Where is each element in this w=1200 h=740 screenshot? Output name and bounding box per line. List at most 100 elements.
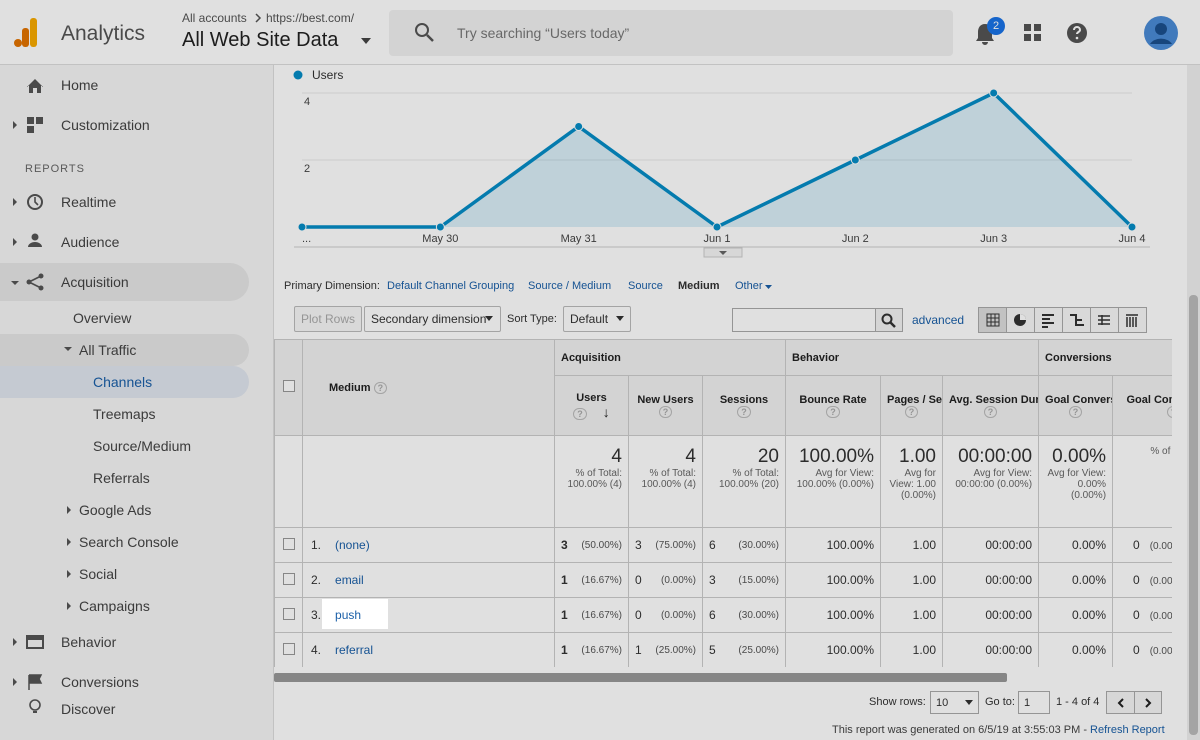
dropdown-arrow (485, 316, 493, 322)
cell-percent: (16.67%) (581, 575, 622, 586)
pager[interactable] (1106, 691, 1162, 714)
nav-item[interactable]: Customization (61, 115, 150, 135)
nav-item[interactable]: Audience (61, 232, 119, 252)
checkbox[interactable] (283, 538, 295, 550)
apps-icon[interactable] (1024, 24, 1042, 42)
total-sub: Avg for View: 0.00% (0.00%) (1045, 468, 1106, 501)
nav-item[interactable]: Behavior (61, 632, 116, 652)
cell-percent: (16.67%) (581, 645, 622, 656)
total-value: 100.00% (792, 446, 874, 468)
total-value: 20 (709, 446, 779, 468)
nav-item[interactable]: Realtime (61, 192, 116, 212)
avatar[interactable] (1144, 16, 1178, 50)
nav-item[interactable]: Home (61, 75, 98, 95)
medium-link[interactable]: referral (323, 636, 387, 664)
nav-item[interactable]: Referrals (93, 468, 150, 488)
cell-value: 1.00 (913, 573, 936, 587)
medium-link[interactable]: push (323, 601, 375, 629)
checkbox[interactable] (283, 643, 295, 655)
breadcrumb[interactable]: All accounts (182, 11, 247, 25)
help-icon: ? (573, 408, 587, 420)
page-range: 1 - 4 of 4 (1056, 696, 1099, 708)
dropdown-arrow (616, 316, 624, 322)
cell-value: 6 (709, 538, 716, 552)
checkbox[interactable] (283, 573, 295, 585)
column-header[interactable]: Bounce Rate (792, 394, 874, 406)
cell-value: 0 (635, 573, 642, 587)
filter-input[interactable] (732, 308, 876, 332)
cell-value: 0 (1133, 538, 1140, 552)
cell-percent: (75.00%) (655, 540, 696, 551)
view-toggles[interactable] (978, 307, 1148, 333)
medium-link[interactable]: (none) (323, 531, 384, 559)
column-header[interactable]: New Users (635, 394, 696, 406)
cell-value: 0 (1133, 573, 1140, 587)
nav-item[interactable]: Channels (93, 372, 152, 392)
cell-value: 0 (1133, 608, 1140, 622)
filter-search-button[interactable] (875, 308, 903, 332)
view-selector[interactable]: All Web Site Data (182, 29, 338, 52)
help-icon: ? (1167, 406, 1172, 418)
dimension-link[interactable]: Source (628, 280, 663, 292)
search-icon (414, 22, 436, 44)
horizontal-scroll[interactable] (274, 673, 1007, 682)
cell-percent: (0.00%) (1150, 576, 1172, 587)
logo (14, 18, 44, 48)
secondary-dimension[interactable]: Secondary dimension (364, 306, 501, 332)
nav-item[interactable]: Discover (61, 699, 115, 719)
dimension-link[interactable]: Default Channel Grouping (387, 280, 514, 292)
nav-item[interactable]: Overview (73, 308, 131, 328)
cell-value: 0.00% (1072, 608, 1106, 622)
goto-input[interactable]: 1 (1018, 691, 1050, 714)
dropdown-arrow (764, 284, 773, 290)
refresh-link[interactable]: Refresh Report (1090, 724, 1165, 736)
nav-item[interactable]: Conversions (61, 672, 139, 692)
cell-percent: (25.00%) (738, 645, 779, 656)
checkbox[interactable] (283, 380, 295, 392)
column-header[interactable]: Goal Completions (1119, 394, 1172, 406)
column-header[interactable]: Goal Conversion Rate (1045, 394, 1106, 406)
nav-item[interactable]: Social (79, 564, 117, 584)
scroll-thumb[interactable] (1189, 295, 1198, 735)
total-sub: % of Total: 100.00% (4) (561, 468, 622, 490)
total-sub: Avg for View: 00:00:00 (0.00%) (949, 468, 1032, 490)
dimension-link[interactable]: Source / Medium (528, 280, 611, 292)
product-name: Analytics (61, 22, 145, 46)
nav-item[interactable]: Treemaps (93, 404, 156, 424)
help-icon[interactable] (1066, 22, 1088, 44)
cell-percent: (16.67%) (581, 610, 622, 621)
nav-item[interactable]: Acquisition (61, 272, 129, 292)
column-header[interactable]: Avg. Session Duration (949, 394, 1032, 406)
cell-percent: (0.00%) (1150, 646, 1172, 657)
x-tick-label: Jun 3 (980, 233, 1007, 245)
advanced-link[interactable]: advanced (912, 313, 964, 327)
dropdown-arrow (965, 700, 973, 706)
column-header[interactable]: Pages / Session (887, 394, 936, 406)
cell-value: 3 (709, 573, 716, 587)
dimension-link[interactable]: Other (735, 280, 763, 292)
total-value: 1.00 (887, 446, 936, 468)
dimension-active[interactable]: Medium (678, 280, 720, 292)
nav-item[interactable]: Source/Medium (93, 436, 191, 456)
help-icon: ? (659, 406, 673, 418)
nav-item[interactable]: All Traffic (79, 340, 136, 360)
point (436, 223, 444, 231)
column-header[interactable]: Sessions (709, 394, 779, 406)
nav-item[interactable]: Campaigns (79, 596, 150, 616)
help-icon: ? (737, 406, 751, 418)
cell-value: 100.00% (827, 643, 874, 657)
nav-item[interactable]: Search Console (79, 532, 179, 552)
plot-rows-button[interactable]: Plot Rows (294, 306, 362, 332)
column-header[interactable]: Medium (329, 382, 371, 394)
help-icon: ? (984, 406, 998, 418)
checkbox[interactable] (283, 608, 295, 620)
medium-link[interactable]: email (323, 566, 378, 594)
data-table: Medium ? Acquisition Behavior Conversion… (274, 339, 1172, 667)
nav-item[interactable]: Google Ads (79, 500, 151, 520)
total-value: 0.00% (1045, 446, 1106, 468)
notification-badge: 2 (987, 17, 1005, 35)
breadcrumb[interactable]: https://best.com/ (266, 11, 354, 25)
search-placeholder: Try searching “Users today” (457, 25, 629, 41)
column-header[interactable]: Users (561, 392, 622, 404)
